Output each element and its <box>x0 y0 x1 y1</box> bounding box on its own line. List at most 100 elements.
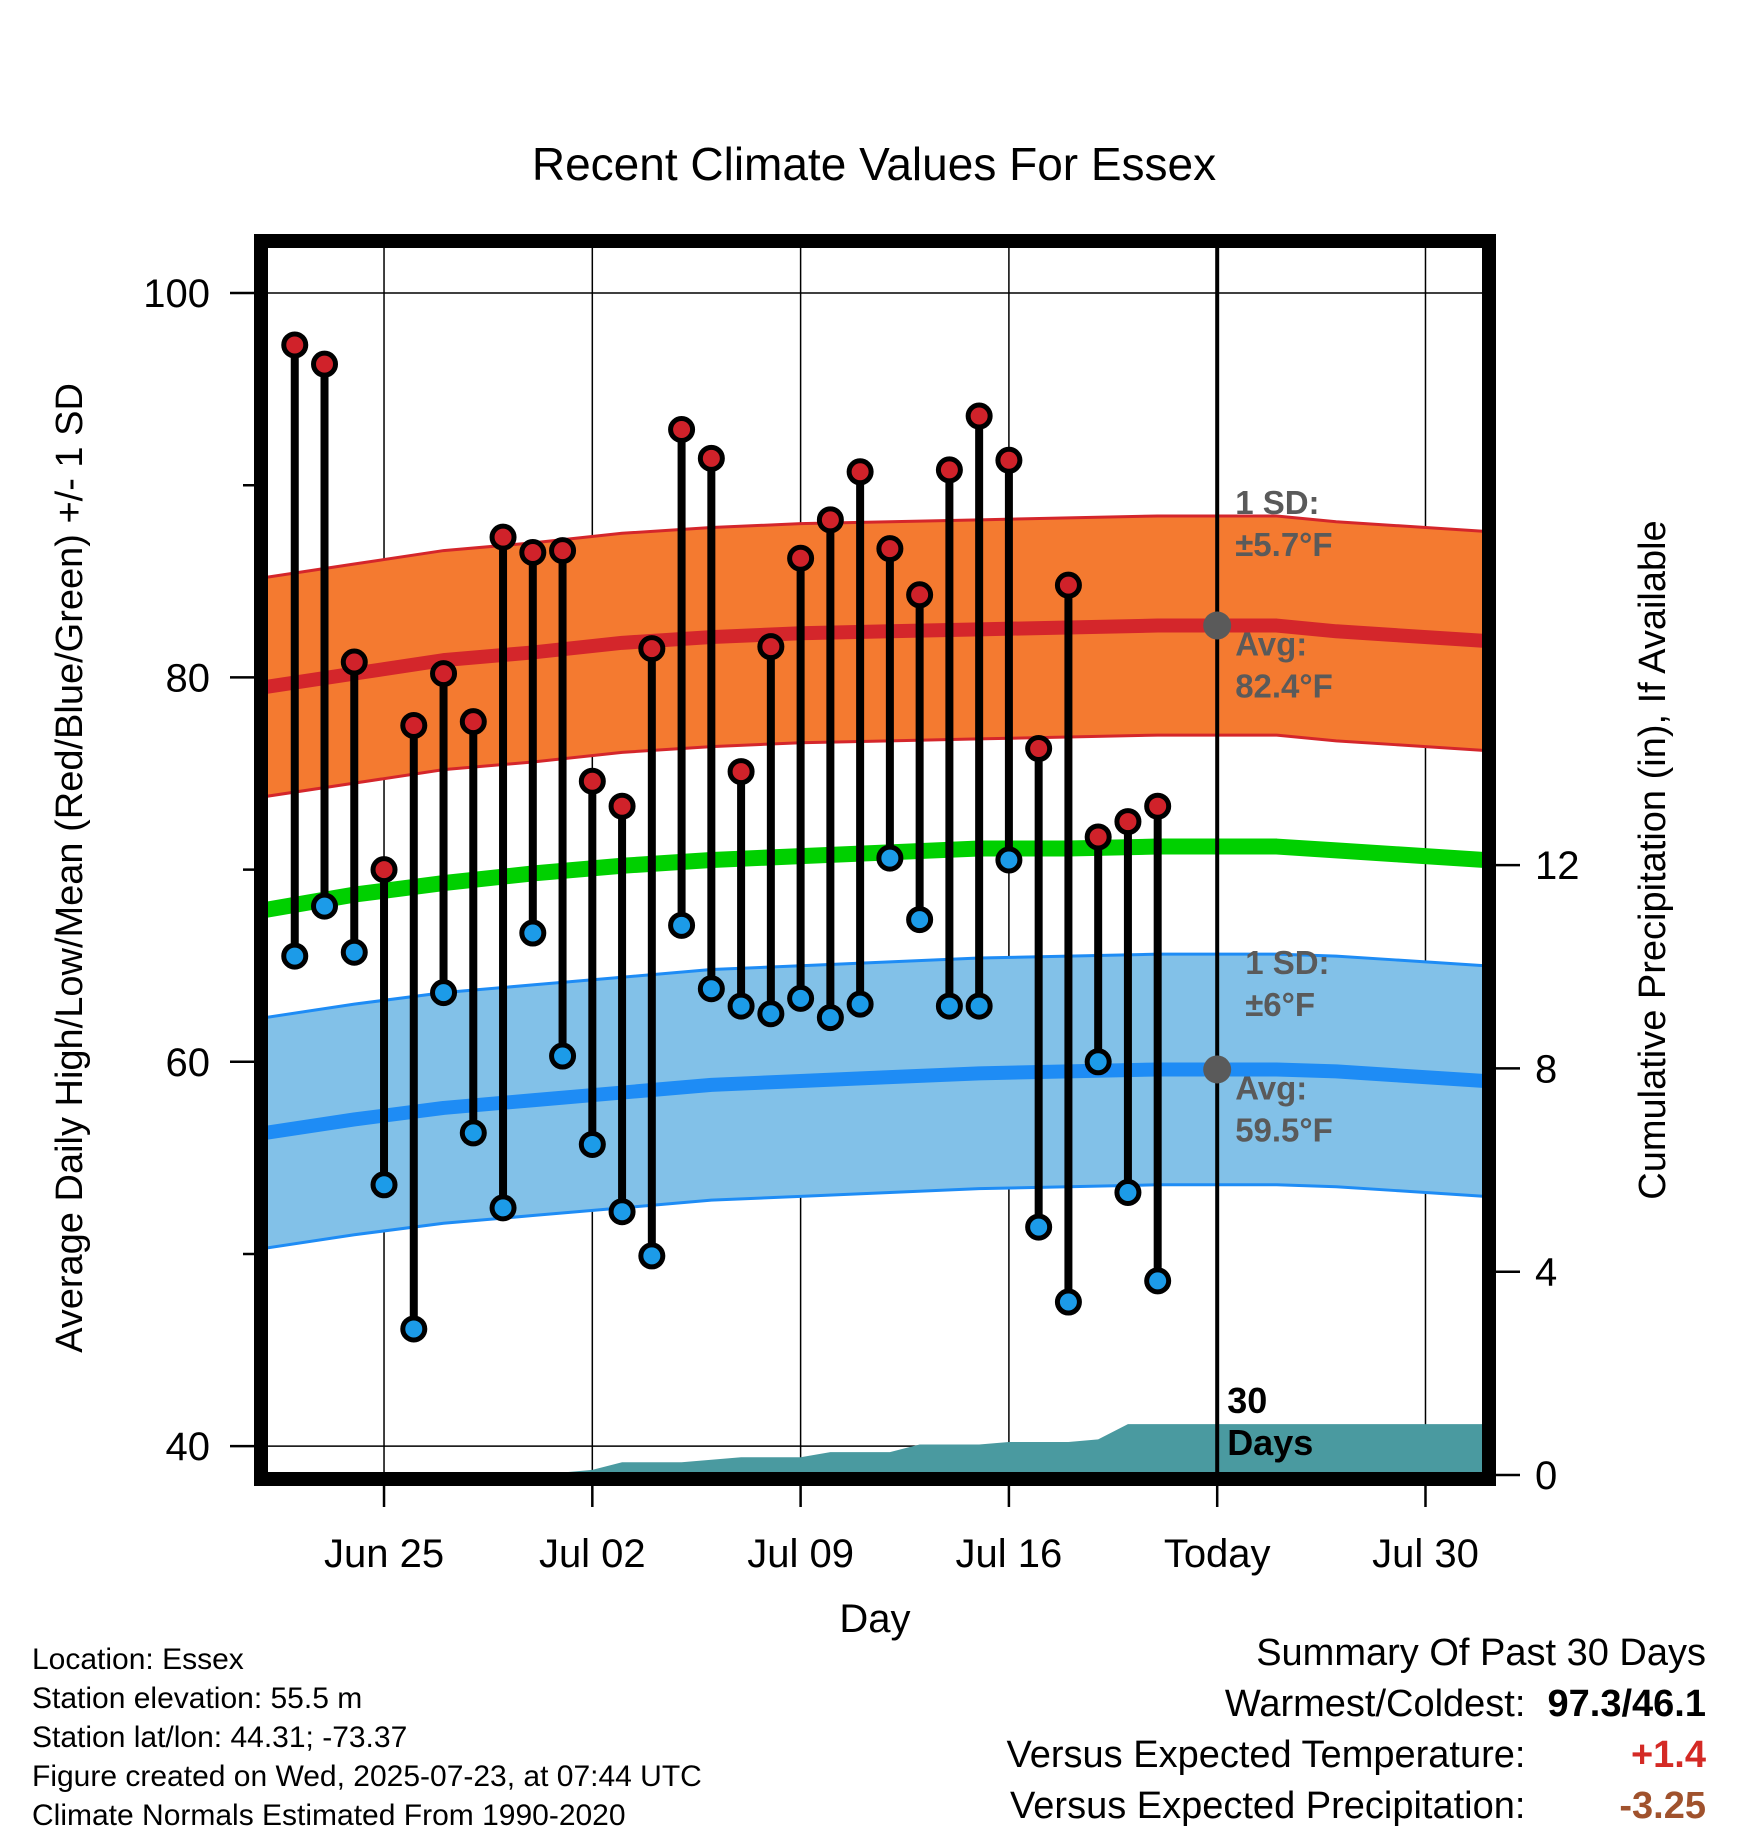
daily-high-point <box>906 581 934 609</box>
summary-warm-cold: Warmest/Coldest: 97.3/46.1 <box>1007 1679 1706 1730</box>
daily-low-point <box>638 1242 666 1270</box>
y-tick-label: 80 <box>166 656 211 700</box>
daily-high-point <box>727 758 755 786</box>
low-avg-value: 59.5°F <box>1235 1111 1333 1148</box>
daily-low-point <box>876 844 904 872</box>
temp-value: +1.4 <box>1630 1734 1706 1776</box>
daily-low-point <box>846 990 874 1018</box>
daily-high-point <box>608 792 636 820</box>
daily-low-point <box>906 906 934 934</box>
daily-high-point <box>965 402 993 430</box>
daily-low-point <box>519 919 547 947</box>
daily-high-point <box>787 544 815 572</box>
elevation-text: Station elevation: 55.5 m <box>32 1682 363 1715</box>
daily-low-point <box>311 892 339 920</box>
daily-high-point <box>430 660 458 688</box>
warm-cold-label: Warmest/Coldest: <box>1224 1683 1526 1725</box>
daily-low-point <box>370 1171 398 1199</box>
precip-value: -3.25 <box>1619 1785 1706 1827</box>
low-sd-label: 1 SD: <box>1245 944 1329 981</box>
created-text: Figure created on Wed, 2025-07-23, at 07… <box>32 1760 702 1793</box>
normal-high-line <box>265 618 1485 694</box>
daily-low-point <box>281 942 309 970</box>
daily-high-point <box>578 767 606 795</box>
y2-tick-label: 12 <box>1535 844 1580 888</box>
daily-low-point <box>1054 1288 1082 1316</box>
daily-low-point <box>965 992 993 1020</box>
high-sd-value: ±5.7°F <box>1235 526 1332 563</box>
daily-high-point <box>311 350 339 378</box>
x-tick-label: Jul 30 <box>1372 1532 1479 1576</box>
daily-high-point <box>519 539 547 566</box>
daily-low-point <box>489 1194 517 1222</box>
daily-high-point <box>489 523 517 551</box>
chart-title: Recent Climate Values For Essex <box>531 138 1217 190</box>
x-tick-label: Jul 02 <box>539 1532 646 1576</box>
daily-low-point <box>668 911 696 939</box>
daily-high-point <box>638 635 666 663</box>
daily-low-point <box>1025 1213 1053 1241</box>
daily-high-point <box>1084 823 1112 851</box>
daily-high-point <box>697 444 725 472</box>
y-axis-title: Average Daily High/Low/Mean (Red/Blue/Gr… <box>49 383 91 1353</box>
y2-tick-label: 0 <box>1535 1454 1557 1498</box>
daily-low-point <box>578 1130 606 1158</box>
plot-area <box>265 245 1485 1475</box>
normal-mean-line <box>265 838 1485 918</box>
high-sd-label: 1 SD: <box>1235 484 1319 521</box>
y-tick-label: 60 <box>166 1041 211 1085</box>
daily-high-point <box>757 633 785 661</box>
precip-label: Versus Expected Precipitation: <box>1010 1785 1526 1827</box>
normals-text: Climate Normals Estimated From 1990-2020 <box>32 1799 626 1832</box>
x-tick-label: Jul 09 <box>747 1532 854 1576</box>
daily-low-point <box>1144 1267 1172 1295</box>
daily-low-point <box>340 938 368 966</box>
precip-area <box>265 1424 1485 1475</box>
daily-high-point <box>846 458 874 486</box>
daily-low-point <box>757 1000 785 1028</box>
y-tick-label: 100 <box>143 272 210 316</box>
daily-low-point <box>549 1042 577 1070</box>
daily-high-point <box>1144 792 1172 820</box>
daily-high-point <box>459 708 487 736</box>
summary-panel: Summary Of Past 30 Days Warmest/Coldest:… <box>1007 1628 1706 1832</box>
daily-high-point <box>1025 735 1053 763</box>
daily-low-point <box>608 1198 636 1226</box>
daily-low-point <box>935 992 963 1020</box>
today-high-marker <box>1203 611 1232 640</box>
x-axis-title: Day <box>839 1597 910 1641</box>
summary-precip: Versus Expected Precipitation: -3.25 <box>1007 1781 1706 1832</box>
high-avg-label: Avg: <box>1235 626 1307 663</box>
y2-axis-title: Cumulative Precipitation (in), If Availa… <box>1632 520 1674 1199</box>
summary-heading: Summary Of Past 30 Days <box>1256 1632 1706 1674</box>
location-text: Location: Essex <box>32 1643 244 1676</box>
daily-high-point <box>549 537 577 565</box>
warm-cold-value: 97.3/46.1 <box>1547 1683 1706 1725</box>
daily-high-point <box>400 711 428 739</box>
daily-high-point <box>816 506 844 534</box>
daily-low-point <box>816 1004 844 1032</box>
daily-low-point <box>459 1119 487 1147</box>
daily-high-point <box>876 535 904 563</box>
daily-high-point <box>340 648 368 676</box>
daily-low-point <box>400 1315 428 1343</box>
x-tick-label: Today <box>1164 1532 1271 1576</box>
days-label-number: 30 <box>1227 1380 1267 1421</box>
daily-low-point <box>1114 1178 1142 1206</box>
x-tick-label: Jun 25 <box>324 1532 444 1576</box>
daily-high-point <box>370 856 398 884</box>
daily-low-point <box>1084 1048 1112 1076</box>
daily-low-point <box>430 979 458 1007</box>
daily-low-point <box>697 975 725 1003</box>
y2-tick-label: 4 <box>1535 1251 1557 1295</box>
daily-high-point <box>995 446 1023 474</box>
daily-high-point <box>281 331 309 359</box>
daily-high-point <box>1114 808 1142 836</box>
daily-high-point <box>935 456 963 484</box>
summary-temp: Versus Expected Temperature: +1.4 <box>1007 1730 1706 1781</box>
low-sd-value: ±6°F <box>1245 986 1315 1023</box>
latlon-text: Station lat/lon: 44.31; -73.37 <box>32 1721 408 1754</box>
daily-low-point <box>787 984 815 1012</box>
y2-tick-label: 8 <box>1535 1047 1557 1091</box>
